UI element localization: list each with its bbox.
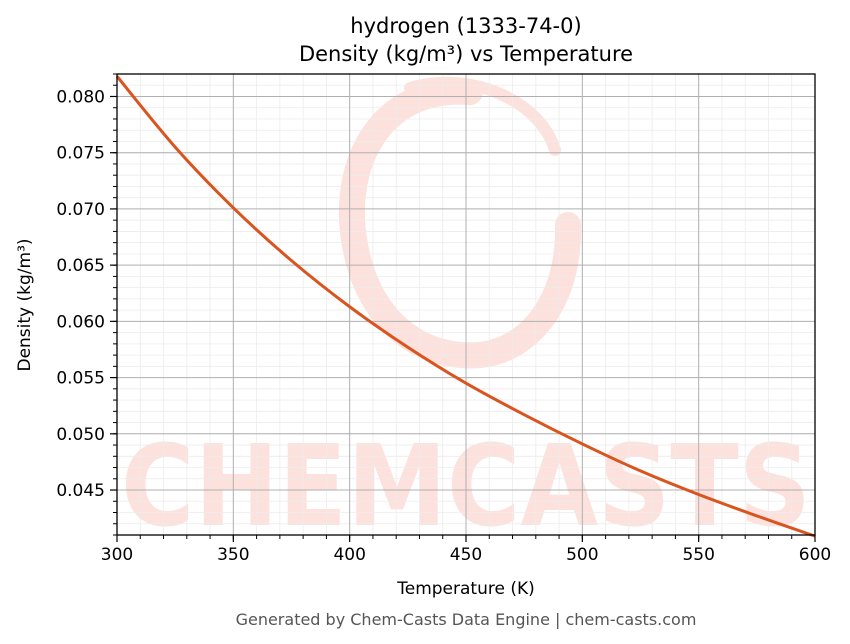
y-tick-label: 0.045 — [56, 481, 105, 501]
x-tick-label: 550 — [682, 545, 714, 565]
chart-subtitle: Density (kg/m³) vs Temperature — [299, 42, 633, 66]
y-tick-label: 0.060 — [56, 312, 105, 332]
x-tick-label: 350 — [217, 545, 249, 565]
y-tick-label: 0.050 — [56, 425, 105, 445]
y-tick-label: 0.065 — [56, 256, 105, 276]
x-tick-label: 300 — [101, 545, 133, 565]
y-axis-label: Density (kg/m³) — [15, 238, 35, 371]
y-tick-label: 0.075 — [56, 144, 105, 164]
density-series-line — [115, 75, 816, 538]
watermark-logo-swirl — [338, 76, 582, 369]
x-axis-ticks: 300 350 400 450 500 550 600 — [101, 535, 831, 565]
y-tick-label: 0.055 — [56, 369, 105, 389]
x-tick-label: 500 — [566, 545, 598, 565]
x-tick-label: 600 — [799, 545, 831, 565]
footer-credit: Generated by Chem-Casts Data Engine | ch… — [236, 610, 697, 629]
y-axis-ticks: 0.045 0.050 0.055 0.060 0.065 0.070 0.075 0.080 — [56, 73, 117, 536]
x-axis-label: Temperature (K) — [396, 579, 535, 599]
y-tick-label: 0.070 — [56, 200, 105, 220]
y-tick-label: 0.080 — [56, 87, 105, 107]
chart-title: hydrogen (1333-74-0) — [350, 14, 581, 38]
x-tick-label: 450 — [450, 545, 482, 565]
x-tick-label: 400 — [333, 545, 365, 565]
